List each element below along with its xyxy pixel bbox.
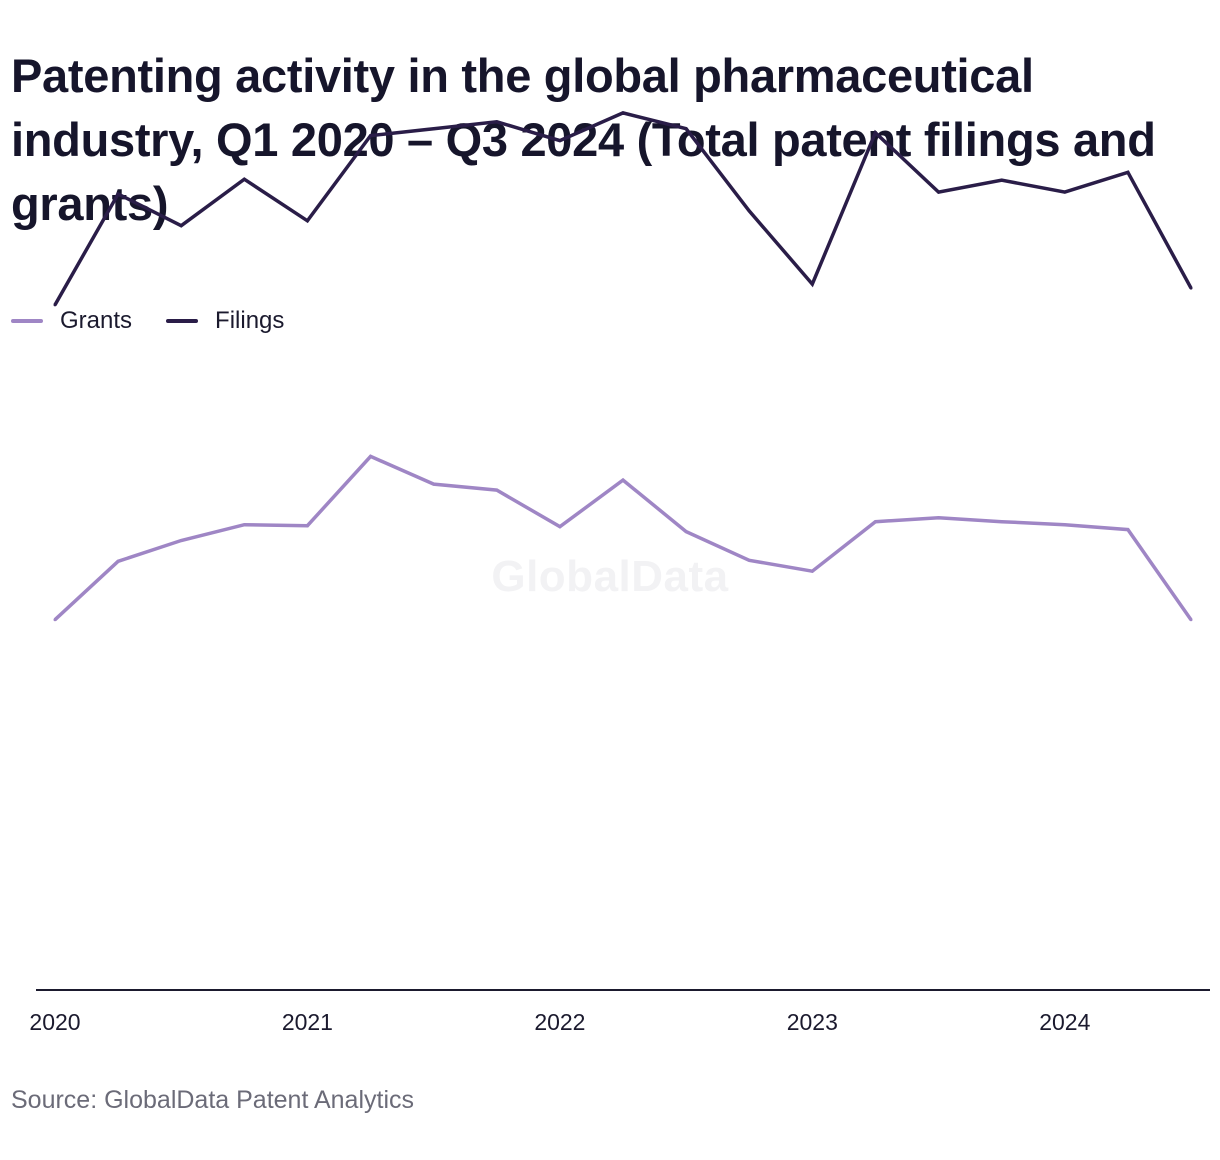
data-point-filings-9 (621, 111, 625, 115)
legend-label-grants: Grants (60, 307, 133, 334)
data-point-grants-11 (747, 558, 751, 562)
data-point-grants-10 (684, 530, 688, 534)
series-line-filings (53, 111, 1193, 306)
data-point-filings-4 (305, 219, 309, 223)
data-point-grants-1 (116, 559, 120, 563)
data-point-grants-2 (179, 539, 183, 542)
data-point-grants-8 (558, 525, 562, 529)
data-point-grants-12 (810, 569, 814, 573)
data-point-filings-8 (558, 139, 562, 143)
data-point-grants-13 (873, 520, 877, 524)
data-point-filings-1 (116, 192, 120, 196)
x-tick-label-2022: 2022 (534, 1009, 585, 1035)
data-point-filings-7 (495, 120, 499, 124)
data-point-filings-13 (873, 131, 877, 135)
data-point-filings-3 (242, 177, 246, 181)
data-point-filings-0 (53, 303, 57, 307)
data-point-grants-5 (369, 454, 373, 458)
data-point-filings-2 (179, 224, 183, 228)
data-point-grants-14 (937, 516, 941, 520)
data-point-filings-5 (369, 134, 373, 138)
x-tick-label-2023: 2023 (787, 1009, 838, 1035)
x-tick-label-2024: 2024 (1039, 1009, 1090, 1035)
data-point-filings-15 (1000, 178, 1004, 182)
data-point-grants-17 (1126, 528, 1130, 532)
data-point-grants-18 (1189, 618, 1193, 622)
data-point-filings-10 (684, 127, 688, 131)
series-layer (53, 111, 1193, 622)
legend-item-grants: Grants (11, 307, 132, 335)
x-tick-label-2020: 2020 (29, 1009, 80, 1035)
legend-swatch-grants (11, 319, 43, 323)
data-point-filings-12 (810, 282, 814, 286)
data-point-grants-15 (1000, 520, 1004, 524)
data-point-grants-3 (242, 523, 246, 527)
data-point-filings-16 (1063, 190, 1067, 194)
data-point-grants-7 (495, 488, 499, 492)
data-point-grants-6 (432, 482, 436, 486)
data-point-grants-16 (1063, 523, 1067, 527)
legend-item-filings: Filings (166, 307, 284, 335)
watermark-logo: GlobalData (491, 552, 729, 601)
x-tick-label-2021: 2021 (282, 1009, 333, 1035)
chart-title: Patenting activity in the global pharmac… (11, 49, 1156, 230)
source-note: Source: GlobalData Patent Analytics (11, 1086, 415, 1114)
data-point-filings-17 (1126, 170, 1130, 174)
data-point-filings-14 (937, 190, 941, 194)
data-point-grants-9 (621, 478, 625, 482)
legend-swatch-filings (166, 319, 199, 323)
data-point-grants-0 (53, 618, 57, 622)
data-point-grants-4 (305, 524, 309, 528)
data-point-filings-18 (1189, 286, 1193, 290)
data-point-filings-6 (432, 127, 436, 131)
data-point-filings-11 (747, 209, 751, 213)
chart-legend: Grants Filings (11, 306, 318, 336)
legend-label-filings: Filings (215, 307, 285, 334)
x-axis-ticks: 2020 2021 2022 2023 2024 (29, 1009, 1090, 1035)
